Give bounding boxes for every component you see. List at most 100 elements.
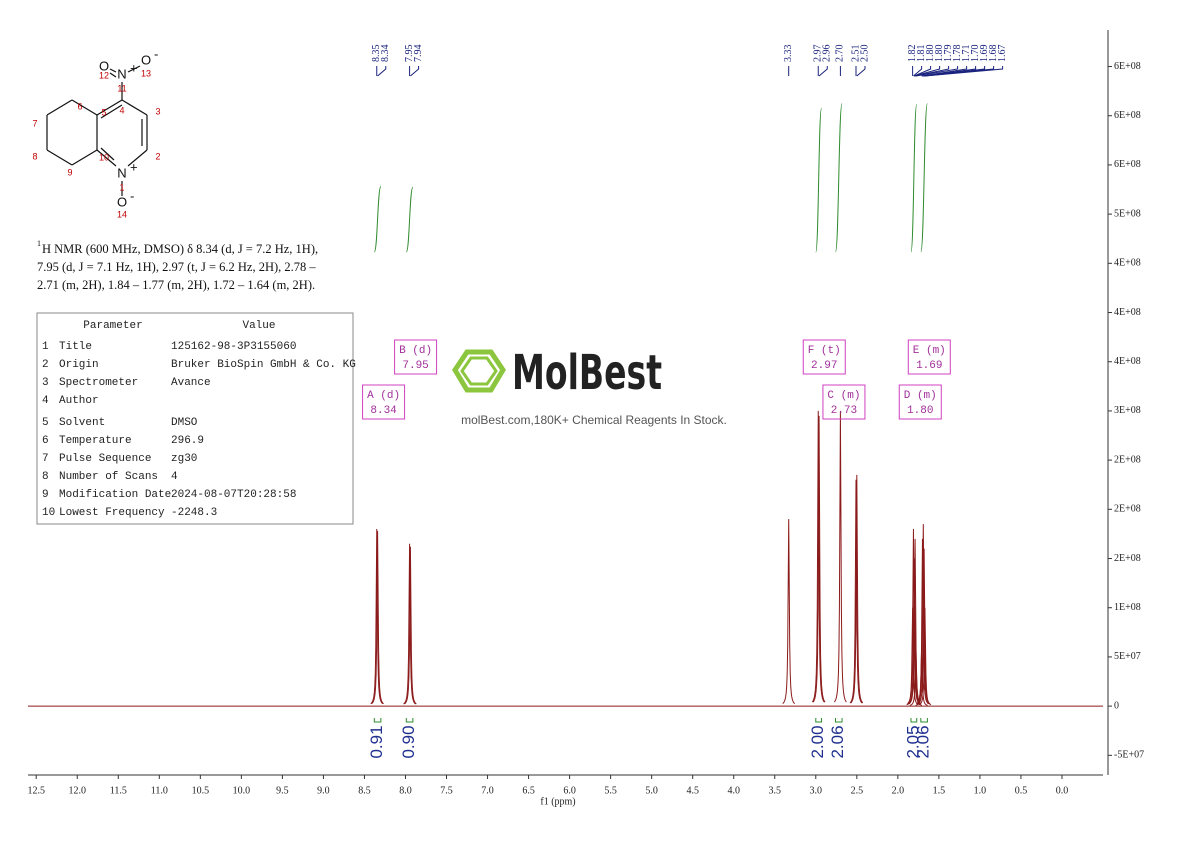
peak: [371, 530, 384, 705]
table-cell: 9: [42, 489, 49, 501]
peak-label: 2.70: [835, 45, 846, 63]
atom-number: 7: [32, 118, 37, 128]
atom-symbol: N: [117, 165, 126, 180]
x-tick-label: 6.5: [522, 785, 535, 796]
y-tick-label: 2E+08: [1114, 553, 1141, 564]
peak-connector: [915, 66, 959, 77]
table-cell: Solvent: [59, 417, 105, 429]
multiplet-shift: 1.80: [907, 405, 933, 417]
description-line: 2.71 (m, 2H), 1.84 – 1.77 (m, 2H), 1.72 …: [37, 278, 315, 292]
y-tick-label: 3E+08: [1114, 405, 1141, 416]
integral-label: 0.90: [399, 725, 418, 758]
peak-label: 1.80: [934, 45, 945, 63]
table-header: Parameter: [83, 320, 142, 332]
x-tick-label: 11.0: [151, 785, 168, 796]
integral-bracket: [834, 718, 843, 723]
multiplet-shift: 1.69: [916, 360, 942, 372]
integral-curve: [910, 103, 918, 253]
integral-label: 2.00: [808, 725, 827, 758]
x-tick-label: 7.5: [440, 785, 453, 796]
y-tick-label: 6E+08: [1114, 110, 1141, 121]
peak-connector: [856, 66, 866, 77]
atom-charge: +: [130, 60, 138, 75]
y-tick-label: 4E+08: [1114, 258, 1141, 269]
x-axis-label: f1 (ppm): [540, 796, 575, 807]
x-tick-label: 3.0: [810, 785, 823, 796]
x-tick-label: 9.5: [276, 785, 289, 796]
watermark-tagline: molBest.com,180K+ Chemical Reagents In S…: [461, 413, 727, 427]
peak-label: 1.82: [907, 45, 918, 63]
watermark-logo: [452, 349, 506, 393]
table-cell: Pulse Sequence: [59, 453, 151, 465]
x-tick-label: 0.5: [1015, 785, 1028, 796]
table-cell: -2248.3: [171, 507, 217, 519]
x-tick-label: 1.5: [933, 785, 946, 796]
atom-number: 3: [155, 106, 160, 116]
x-tick-label: 0.0: [1056, 785, 1069, 796]
table-cell: 5: [42, 417, 49, 429]
integral-bracket: [405, 718, 414, 723]
x-tick-label: 8.0: [399, 785, 412, 796]
integral-label: 0.91: [367, 725, 386, 758]
atom-number: 12: [99, 70, 109, 80]
description-line: 7.95 (d, J = 7.1 Hz, 1H), 2.97 (t, J = 6…: [37, 260, 316, 274]
multiplet-box: [907, 339, 951, 375]
table-cell: 4: [171, 471, 178, 483]
y-tick-label: 5E+08: [1114, 208, 1141, 219]
atom-number: 4: [119, 105, 124, 115]
x-tick-label: 8.5: [358, 785, 371, 796]
integral-curve: [920, 103, 928, 253]
peak-label: 1.80: [925, 45, 936, 63]
atom-symbol: O: [141, 52, 151, 67]
x-tick-label: 2.0: [892, 785, 905, 796]
peak: [916, 524, 930, 705]
peak-label: 7.95: [404, 45, 415, 63]
multiplet-box: [898, 384, 942, 420]
peak-label: 1.81: [916, 45, 927, 63]
peak-label: 1.68: [988, 45, 999, 63]
peak-label: 1.67: [997, 45, 1008, 63]
atom-number: 14: [117, 209, 127, 219]
peak-label: 1.79: [943, 45, 954, 63]
watermark-brand: MolBest: [512, 345, 662, 401]
atom-charge: +: [130, 159, 138, 174]
table-cell: DMSO: [171, 417, 198, 429]
table-cell: 8: [42, 471, 49, 483]
peak: [370, 528, 384, 705]
peak-connector: [818, 66, 828, 77]
atom-number: 8: [32, 151, 37, 161]
table-header: Value: [242, 320, 275, 332]
peak: [833, 410, 847, 703]
description-line: H NMR (600 MHz, DMSO) δ 8.34 (d, J = 7.2…: [42, 242, 318, 256]
x-tick-label: 10.5: [192, 785, 210, 796]
table-cell: Avance: [171, 377, 211, 389]
description-superscript: 1: [37, 239, 41, 248]
peak: [403, 543, 416, 705]
table-cell: 7: [42, 453, 49, 465]
table-cell: 3: [42, 377, 49, 389]
peak-label: 2.50: [859, 45, 870, 63]
peak-label: 8.35: [371, 45, 382, 63]
x-tick-label: 7.0: [481, 785, 494, 796]
table-cell: 1: [42, 341, 49, 353]
peak-connector: [914, 66, 950, 77]
table-cell: 10: [42, 507, 55, 519]
peak-label: 1.78: [952, 45, 963, 63]
table-cell: Number of Scans: [59, 471, 158, 483]
table-cell: zg30: [171, 453, 197, 465]
integral-bracket: [920, 718, 928, 723]
x-tick-label: 11.5: [110, 785, 127, 796]
table-cell: Bruker BioSpin GmbH & Co. KG: [171, 359, 356, 371]
atom-symbol: N: [117, 66, 126, 81]
multiplet-box: [822, 384, 866, 420]
multiplet-shift: 7.95: [402, 360, 428, 372]
x-tick-label: 9.0: [317, 785, 330, 796]
table-cell: 6: [42, 435, 49, 447]
table-cell: Modification Date: [59, 489, 171, 501]
table-cell: 2024-08-07T20:28:58: [171, 489, 296, 501]
atom-charge: -: [154, 46, 158, 61]
table-cell: Spectrometer: [59, 377, 138, 389]
y-tick-label: -5E+07: [1114, 750, 1144, 761]
multiplet-box: [362, 384, 406, 420]
x-tick-label: 12.0: [68, 785, 86, 796]
